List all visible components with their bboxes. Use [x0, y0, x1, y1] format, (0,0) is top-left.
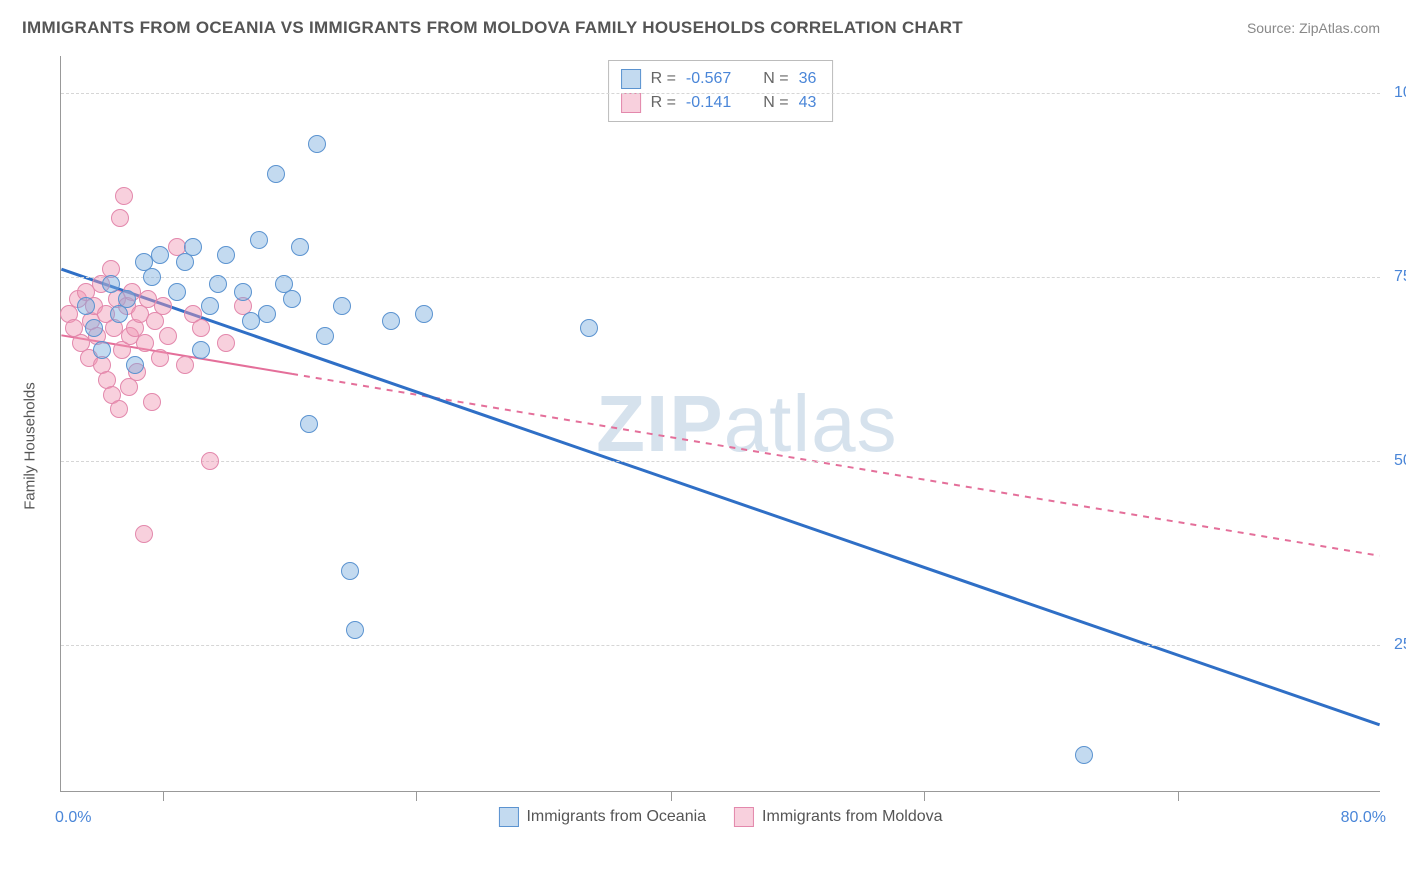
scatter-point-oceania [126, 356, 144, 374]
label-r: R = [651, 91, 676, 115]
x-axis-label-min: 0.0% [55, 809, 91, 827]
legend-label-moldova: Immigrants from Moldova [762, 808, 943, 826]
scatter-point-oceania [201, 297, 219, 315]
gridline [61, 645, 1380, 646]
swatch-oceania [621, 69, 641, 89]
legend-series: Immigrants from Oceania Immigrants from … [498, 807, 942, 827]
y-tick-label: 50.0% [1384, 452, 1406, 470]
x-tick [924, 791, 925, 801]
scatter-point-oceania [85, 319, 103, 337]
swatch-moldova [734, 807, 754, 827]
scatter-point-oceania [242, 312, 260, 330]
scatter-point-moldova [159, 327, 177, 345]
scatter-point-oceania [250, 231, 268, 249]
scatter-point-oceania [1075, 746, 1093, 764]
scatter-point-oceania [151, 246, 169, 264]
scatter-point-oceania [267, 165, 285, 183]
scatter-point-oceania [192, 341, 210, 359]
legend-stats: R = -0.567 N = 36 R = -0.141 N = 43 [608, 60, 834, 122]
scatter-point-moldova [151, 349, 169, 367]
legend-item-oceania: Immigrants from Oceania [498, 807, 706, 827]
value-r-moldova: -0.141 [686, 91, 731, 115]
scatter-point-oceania [77, 297, 95, 315]
watermark: ZIPatlas [596, 378, 897, 470]
x-tick [1178, 791, 1179, 801]
trend-lines-layer [61, 56, 1380, 791]
scatter-point-oceania [209, 275, 227, 293]
watermark-bold: ZIP [596, 379, 723, 468]
y-tick-label: 25.0% [1384, 636, 1406, 654]
scatter-point-oceania [118, 290, 136, 308]
scatter-point-oceania [333, 297, 351, 315]
x-tick [416, 791, 417, 801]
scatter-point-moldova [115, 187, 133, 205]
legend-label-oceania: Immigrants from Oceania [526, 808, 706, 826]
legend-stats-row-oceania: R = -0.567 N = 36 [621, 67, 817, 91]
scatter-point-moldova [135, 525, 153, 543]
scatter-point-oceania [234, 283, 252, 301]
scatter-point-oceania [300, 415, 318, 433]
value-n-moldova: 43 [799, 91, 817, 115]
scatter-point-oceania [217, 246, 235, 264]
scatter-point-oceania [308, 135, 326, 153]
gridline [61, 93, 1380, 94]
value-r-oceania: -0.567 [686, 67, 731, 91]
chart-title: IMMIGRANTS FROM OCEANIA VS IMMIGRANTS FR… [22, 18, 963, 38]
gridline [61, 277, 1380, 278]
source-attribution: Source: ZipAtlas.com [1247, 20, 1380, 36]
x-tick [163, 791, 164, 801]
scatter-point-oceania [415, 305, 433, 323]
scatter-point-oceania [316, 327, 334, 345]
scatter-point-oceania [102, 275, 120, 293]
scatter-point-oceania [382, 312, 400, 330]
scatter-point-oceania [93, 341, 111, 359]
scatter-point-moldova [154, 297, 172, 315]
label-r: R = [651, 67, 676, 91]
scatter-point-oceania [291, 238, 309, 256]
scatter-point-oceania [258, 305, 276, 323]
scatter-point-moldova [217, 334, 235, 352]
scatter-point-oceania [341, 562, 359, 580]
y-tick-label: 100.0% [1384, 84, 1406, 102]
scatter-point-oceania [143, 268, 161, 286]
scatter-point-moldova [110, 400, 128, 418]
legend-item-moldova: Immigrants from Moldova [734, 807, 943, 827]
scatter-point-moldova [192, 319, 210, 337]
label-n: N = [763, 91, 788, 115]
x-tick [671, 791, 672, 801]
scatter-point-moldova [143, 393, 161, 411]
watermark-light: atlas [724, 379, 898, 468]
scatter-point-moldova [176, 356, 194, 374]
x-axis-label-max: 80.0% [1341, 809, 1386, 827]
gridline [61, 461, 1380, 462]
scatter-point-oceania [168, 283, 186, 301]
scatter-point-oceania [346, 621, 364, 639]
value-n-oceania: 36 [799, 67, 817, 91]
label-n: N = [763, 67, 788, 91]
swatch-oceania [498, 807, 518, 827]
y-tick-label: 75.0% [1384, 268, 1406, 286]
plot-area: ZIPatlas R = -0.567 N = 36 R = -0.141 N … [60, 56, 1380, 792]
legend-stats-row-moldova: R = -0.141 N = 43 [621, 91, 817, 115]
scatter-point-moldova [136, 334, 154, 352]
scatter-point-oceania [184, 238, 202, 256]
scatter-point-oceania [580, 319, 598, 337]
scatter-point-moldova [201, 452, 219, 470]
scatter-point-moldova [111, 209, 129, 227]
y-axis-title: Family Households [22, 382, 39, 510]
scatter-point-oceania [283, 290, 301, 308]
swatch-moldova [621, 93, 641, 113]
